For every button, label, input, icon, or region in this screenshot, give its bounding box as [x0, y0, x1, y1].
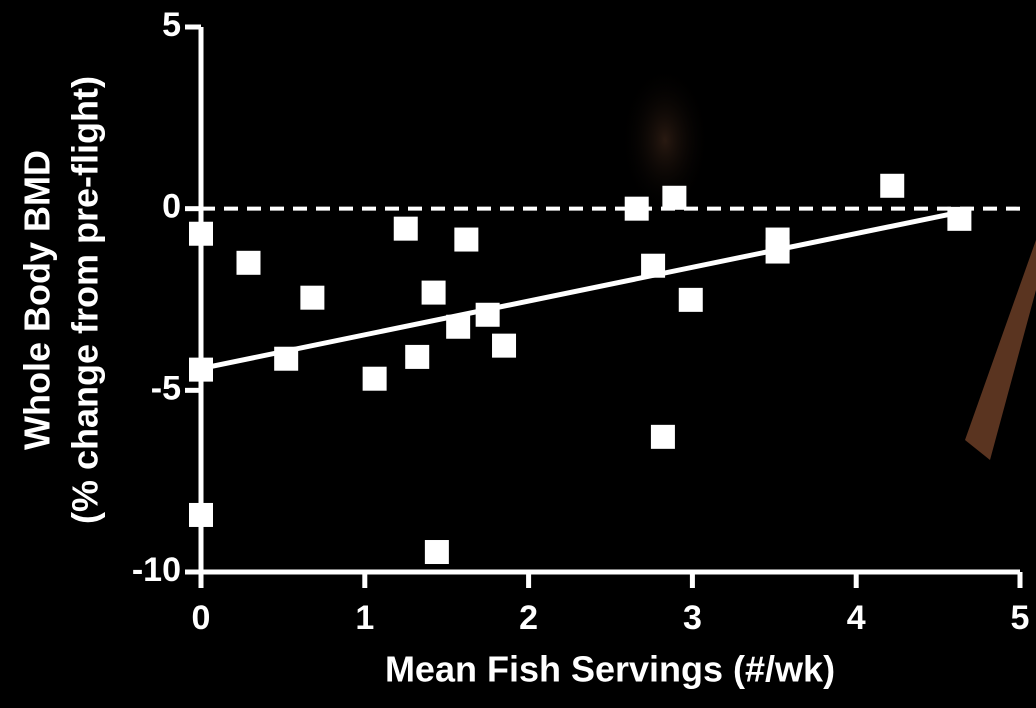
data-point: [362, 366, 387, 391]
data-point: [189, 221, 213, 246]
data-point: [765, 239, 790, 264]
data-point: [880, 173, 905, 198]
x-tick-label: 3: [683, 599, 702, 637]
data-point: [678, 287, 703, 312]
x-tick-label: 2: [519, 599, 538, 637]
data-point: [475, 302, 500, 327]
data-point: [300, 285, 325, 310]
data-point: [662, 185, 687, 210]
data-point: [236, 250, 261, 275]
data-point: [424, 540, 449, 565]
data-point: [189, 502, 213, 527]
data-point: [446, 314, 471, 339]
x-tick-label: 5: [1011, 599, 1030, 637]
data-point: [947, 206, 972, 231]
data-point: [189, 357, 213, 382]
data-point: [641, 253, 666, 278]
plot-area: 0 1 2 3 4 5 -10 -5 0 5: [132, 6, 1030, 637]
x-tick-label: 0: [192, 599, 211, 637]
x-axis-title: Mean Fish Servings (#/wk): [385, 649, 835, 690]
data-point: [492, 333, 517, 358]
data-point: [405, 344, 430, 369]
background-glow: [620, 65, 710, 215]
y-tick-label: 0: [162, 188, 181, 226]
y-tick-label: -10: [132, 551, 181, 589]
data-point: [454, 227, 479, 252]
y-tick-label: -5: [151, 369, 181, 407]
fit-line: [200, 209, 960, 371]
y-tick-label: 5: [162, 6, 181, 44]
data-point: [274, 346, 299, 371]
x-tick-label: 1: [355, 599, 374, 637]
data-point: [624, 196, 649, 221]
x-tick-label: 4: [847, 599, 866, 637]
data-point: [650, 424, 675, 449]
data-point: [421, 280, 446, 305]
background-decoration: [965, 240, 1036, 460]
data-point: [393, 216, 418, 241]
y-axis-subtitle: (% change from pre-flight): [65, 76, 106, 524]
y-axis-title: Whole Body BMD: [17, 150, 58, 450]
